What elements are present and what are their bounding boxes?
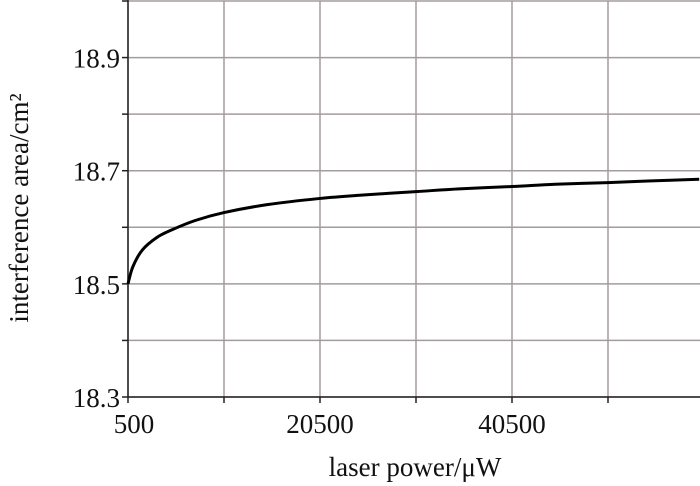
x-axis-label: laser power/μW xyxy=(329,452,502,482)
grid xyxy=(127,0,700,398)
y-axis-label: interference area/cm² xyxy=(4,93,34,322)
y-tick-label: 18.5 xyxy=(73,270,120,300)
y-tick-label: 18.9 xyxy=(73,44,120,74)
x-tick-label: 40500 xyxy=(478,409,546,439)
series-line xyxy=(126,177,700,285)
y-tick-label: 18.7 xyxy=(73,157,120,187)
axes xyxy=(122,0,700,403)
x-tick-label: 500 xyxy=(114,409,155,439)
y-tick-label: 18.3 xyxy=(73,383,120,413)
x-tick-label: 20500 xyxy=(286,409,354,439)
tick-labels: 500 20500 40500 18.3 18.5 18.7 18.9 xyxy=(73,44,546,439)
